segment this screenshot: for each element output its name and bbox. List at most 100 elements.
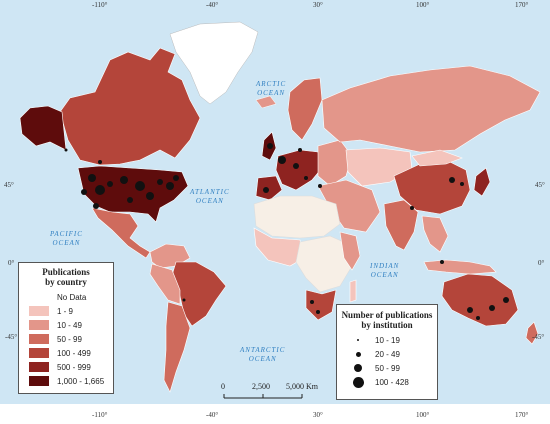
country-legend-title: Publications by country <box>42 267 90 287</box>
institution-point <box>467 307 473 313</box>
country-scandinavia <box>287 77 323 141</box>
institution-point <box>267 143 273 149</box>
ocean-label-pacific: PACIFIC OCEAN <box>50 230 83 247</box>
legend-dot <box>357 339 359 341</box>
country-central-africa <box>295 235 353 293</box>
country-japan <box>473 167 491 197</box>
institution-point <box>410 206 414 210</box>
institution-legend-item: 50 - 99 <box>345 361 437 375</box>
country-new-zealand <box>525 321 539 345</box>
institution-point <box>157 179 163 185</box>
institution-point <box>107 181 113 187</box>
institution-points <box>64 143 509 320</box>
ocean-label-arctic: ARCTIC OCEAN <box>256 80 287 97</box>
country-legend-item: 100 - 499 <box>29 346 113 360</box>
scale-label: 2,500 <box>252 382 270 391</box>
lon-tick-bottom: 30° <box>313 411 323 419</box>
country-argentina-chile <box>163 301 191 393</box>
legend-swatch <box>29 320 49 330</box>
institution-point <box>146 192 154 200</box>
lat-tick-left: 0° <box>8 259 15 267</box>
country-east-africa <box>339 231 361 271</box>
scale-label: 5,000 Km <box>286 382 318 391</box>
institution-point <box>88 174 96 182</box>
institution-point <box>310 300 314 304</box>
institution-point <box>304 176 308 180</box>
institution-point <box>278 156 286 164</box>
institution-point <box>489 305 495 311</box>
lat-tick-left: -45° <box>5 333 18 341</box>
country-australia <box>441 273 519 327</box>
lon-tick-top: 170° <box>515 1 529 9</box>
country-iceland <box>255 95 277 109</box>
institution-point <box>135 181 145 191</box>
legend-swatch <box>29 334 49 344</box>
greenland <box>169 21 259 105</box>
country-iberia <box>255 175 283 201</box>
lat-tick-right: 0° <box>538 259 545 267</box>
legend-dot <box>355 351 361 357</box>
country-peru-bolivia <box>149 263 181 305</box>
country-north-africa <box>253 195 341 239</box>
institution-point <box>440 260 444 264</box>
lon-tick-bottom: -40° <box>206 411 219 419</box>
country-mongolia <box>411 149 463 167</box>
legend-swatch <box>29 362 49 372</box>
country-india <box>383 199 419 251</box>
lon-tick-bottom: -110° <box>92 411 108 419</box>
country-legend-item: No Data <box>29 290 113 304</box>
lon-tick-top: -40° <box>206 1 219 9</box>
country-mexico <box>91 207 151 259</box>
country-south-africa <box>305 289 337 321</box>
country-legend-item: 1 - 9 <box>29 304 113 318</box>
institution-point <box>95 185 105 195</box>
institution-point <box>263 187 269 193</box>
institution-point <box>98 160 102 164</box>
institution-point <box>298 148 302 152</box>
lon-tick-top: -110° <box>92 1 108 9</box>
ocean-label-indian: INDIAN OCEAN <box>370 262 400 279</box>
institution-point <box>503 297 509 303</box>
country-southeast-asia <box>421 215 449 253</box>
lon-tick-bottom: 170° <box>515 411 529 419</box>
country-legend-item: 50 - 99 <box>29 332 113 346</box>
legend-swatch <box>29 376 49 386</box>
lon-tick-top: 30° <box>313 1 323 9</box>
country-russia <box>321 65 541 153</box>
legend-swatch <box>29 348 49 358</box>
lat-tick-right: 45° <box>535 181 545 189</box>
institution-point <box>449 177 455 183</box>
institution-point <box>173 175 179 181</box>
legend-dot <box>354 364 362 372</box>
institution-legend-item: 100 - 428 <box>345 375 437 389</box>
institution-point <box>182 298 186 302</box>
country-canada <box>59 47 201 166</box>
lon-tick-bottom: 100° <box>416 411 430 419</box>
country-legend-item: 1,000 - 1,665 <box>29 374 113 388</box>
antarctica <box>0 404 550 424</box>
ocean-label-atlantic: ATLANTIC OCEAN <box>190 188 230 205</box>
institution-point <box>293 163 299 169</box>
institution-point <box>166 182 174 190</box>
institution-point <box>127 197 133 203</box>
institution-legend-item: 10 - 19 <box>345 333 437 347</box>
legend-swatch <box>29 306 49 316</box>
legend-swatch-no-data <box>29 292 49 302</box>
institution-point <box>318 184 322 188</box>
institution-point <box>316 310 320 314</box>
ocean-label-antarctic: ANTARCTIC OCEAN <box>240 346 286 363</box>
lat-tick-left: 45° <box>4 181 14 189</box>
institution-legend: Number of publications by institution 10… <box>336 304 438 400</box>
country-legend-item: 500 - 999 <box>29 360 113 374</box>
scale-label: 0 <box>221 382 225 391</box>
institution-point <box>120 176 128 184</box>
institution-point <box>476 316 480 320</box>
lon-tick-top: 100° <box>416 1 430 9</box>
institution-legend-item: 20 - 49 <box>345 347 437 361</box>
institution-point <box>460 182 464 186</box>
legend-dot <box>352 376 364 388</box>
institution-point <box>93 203 99 209</box>
institution-point <box>64 148 68 152</box>
institution-point <box>81 189 87 195</box>
